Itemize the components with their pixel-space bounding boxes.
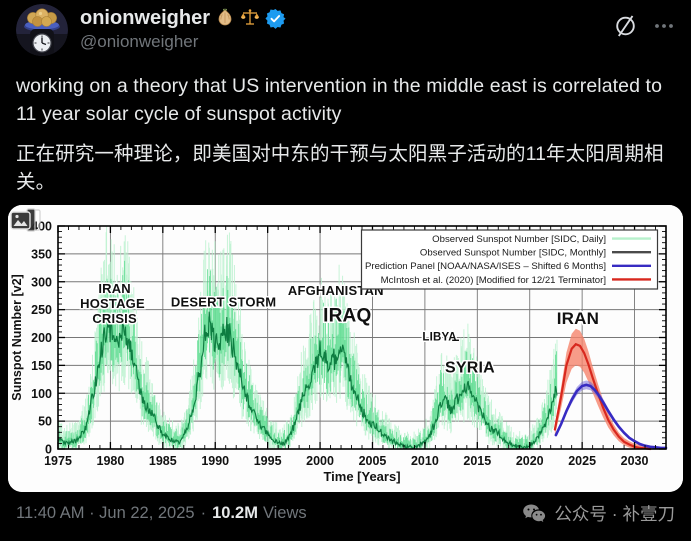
header-actions — [612, 4, 675, 39]
svg-text:DESERT STORM: DESERT STORM — [171, 294, 276, 309]
meta-separator: · — [200, 504, 207, 522]
verified-badge — [265, 8, 286, 29]
svg-text:2010: 2010 — [411, 454, 439, 468]
tweet-meta: 11:40 AM · Jun 22, 2025 · 10.2M Views — [16, 504, 307, 523]
avatar-image — [16, 4, 68, 56]
tweet-text-english: working on a theory that US intervention… — [16, 75, 663, 125]
svg-text:150: 150 — [31, 359, 52, 373]
onion-emoji — [218, 8, 232, 26]
more-options-icon[interactable] — [653, 15, 675, 37]
svg-text:300: 300 — [31, 275, 52, 289]
svg-text:1985: 1985 — [149, 454, 177, 468]
svg-text:HOSTAGE: HOSTAGE — [80, 296, 145, 311]
wechat-icon — [523, 504, 546, 522]
svg-text:2005: 2005 — [359, 454, 387, 468]
svg-text:200: 200 — [31, 331, 52, 345]
views-label: Views — [262, 504, 307, 522]
svg-text:250: 250 — [31, 303, 52, 317]
tweet-post: onionweigher — [8, 4, 683, 526]
svg-text:0: 0 — [45, 443, 52, 457]
svg-text:Observed Sunspot Number [SIDC,: Observed Sunspot Number [SIDC, Daily] — [432, 234, 606, 245]
svg-text:IRAQ: IRAQ — [323, 305, 371, 326]
timestamp[interactable]: 11:40 AM · Jun 22, 2025 — [16, 504, 195, 522]
tweet-footer: 11:40 AM · Jun 22, 2025 · 10.2M Views 公众… — [16, 501, 675, 526]
svg-text:2025: 2025 — [568, 454, 596, 468]
svg-text:1990: 1990 — [201, 454, 229, 468]
views-count: 10.2M — [212, 504, 258, 522]
watermark-text: 公众号 · 补壹刀 — [554, 504, 675, 524]
svg-text:CRISIS: CRISIS — [92, 311, 137, 326]
grok-icon[interactable] — [612, 12, 639, 39]
svg-text:IRAN: IRAN — [557, 309, 599, 328]
svg-text:IRAN: IRAN — [98, 281, 131, 296]
svg-text:2030: 2030 — [621, 454, 649, 468]
balance-scale-emoji — [241, 9, 259, 25]
tweet-media-chart[interactable]: IRAN HOSTAGE CRISIS DESERT STORM AFGHANISTAN… — [8, 205, 683, 492]
tweet-text-chinese: 正在研究一种理论，即美国对中东的干预与太阳黑子活动的11年太阳周期相关。 — [16, 143, 664, 193]
author-block: onionweigher — [80, 4, 612, 53]
svg-text:100: 100 — [31, 387, 52, 401]
author-handle[interactable]: @onionweigher — [80, 32, 199, 51]
svg-text:1995: 1995 — [254, 454, 282, 468]
svg-text:2000: 2000 — [306, 454, 334, 468]
wechat-watermark: 公众号 · 补壹刀 — [522, 501, 675, 526]
svg-text:1980: 1980 — [97, 454, 125, 468]
svg-text:Sunspot Number [v2]: Sunspot Number [v2] — [10, 274, 24, 400]
svg-text:Prediction Panel [NOAA/NASA/IS: Prediction Panel [NOAA/NASA/ISES – Shift… — [365, 261, 606, 272]
svg-text:McIntosh et al. (2020) [Modifi: McIntosh et al. (2020) [Modified for 12/… — [381, 275, 606, 286]
svg-text:350: 350 — [31, 247, 52, 261]
svg-text:Time [Years]: Time [Years] — [323, 469, 400, 484]
svg-text:2015: 2015 — [463, 454, 491, 468]
svg-text:2020: 2020 — [516, 454, 544, 468]
svg-text:LIBYA: LIBYA — [422, 331, 456, 343]
svg-text:AFGHANISTAN: AFGHANISTAN — [288, 283, 384, 298]
author-name[interactable]: onionweigher — [80, 7, 210, 29]
tweet-header: onionweigher — [16, 4, 675, 56]
avatar[interactable] — [16, 4, 68, 56]
svg-text:SYRIA: SYRIA — [445, 360, 495, 377]
svg-text:Observed Sunspot Number [SIDC,: Observed Sunspot Number [SIDC, Monthly] — [420, 248, 606, 259]
svg-text:1975: 1975 — [44, 454, 72, 468]
gallery-watermark-icon — [10, 208, 41, 232]
svg-text:50: 50 — [38, 415, 52, 429]
